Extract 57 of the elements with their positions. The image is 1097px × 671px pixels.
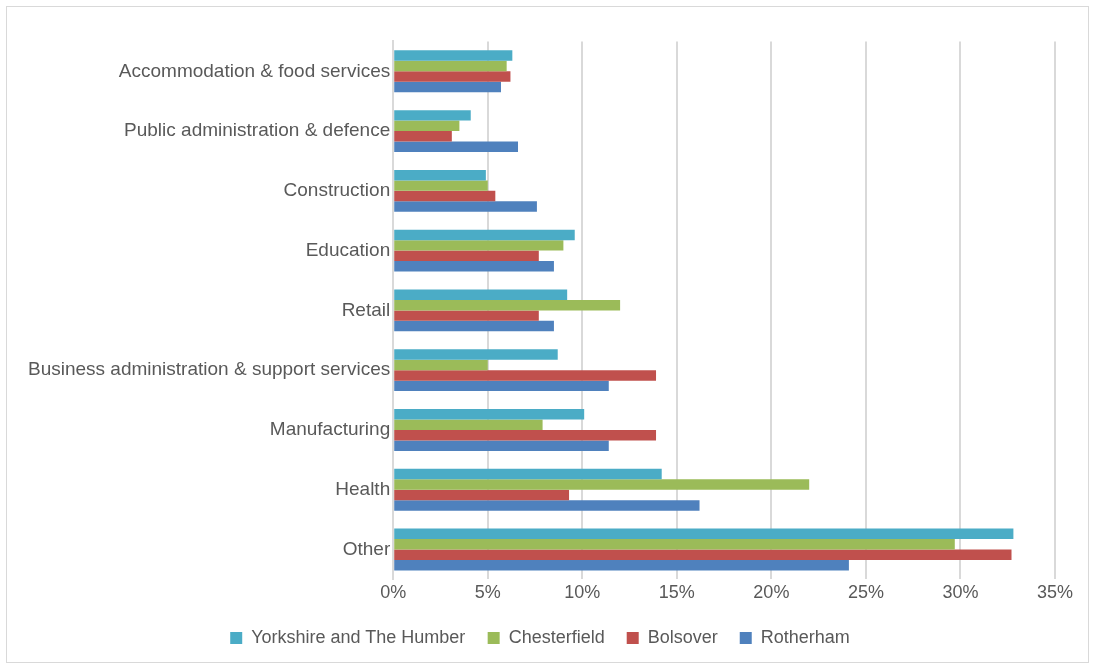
bar bbox=[394, 229, 575, 241]
y-tick-label: Retail bbox=[341, 298, 391, 320]
bar bbox=[394, 429, 657, 441]
bar bbox=[394, 310, 539, 321]
bar bbox=[394, 141, 519, 152]
bar bbox=[394, 289, 568, 300]
x-tick-label: 30% bbox=[942, 582, 979, 603]
x-tick-label: 10% bbox=[564, 582, 601, 603]
bar bbox=[394, 131, 452, 142]
bar bbox=[394, 240, 564, 251]
bar bbox=[394, 110, 471, 121]
bar bbox=[394, 60, 507, 72]
x-tick-label: 20% bbox=[753, 582, 790, 603]
bar bbox=[394, 370, 657, 381]
bar bbox=[394, 120, 460, 132]
bar bbox=[394, 380, 609, 392]
y-tick-label: Health bbox=[335, 477, 391, 499]
bar bbox=[394, 468, 662, 480]
bar bbox=[394, 320, 554, 332]
bar bbox=[394, 440, 609, 451]
bar bbox=[394, 500, 700, 511]
y-tick-label: Accommodation & food services bbox=[118, 59, 391, 81]
legend-label: Bolsover bbox=[647, 626, 718, 647]
x-tick-label: 25% bbox=[847, 582, 884, 603]
x-tick-label: 15% bbox=[658, 582, 695, 603]
bar bbox=[394, 359, 488, 371]
bar bbox=[394, 50, 513, 61]
bar bbox=[394, 190, 496, 202]
bar bbox=[394, 559, 849, 571]
bar bbox=[394, 549, 1012, 560]
x-tick-label: 35% bbox=[1036, 582, 1074, 603]
bar bbox=[394, 539, 955, 550]
y-tick-label: Other bbox=[342, 537, 391, 559]
y-tick-label: Business administration & support services bbox=[28, 358, 391, 380]
legend-label: Rotherham bbox=[760, 626, 850, 647]
y-tick-label: Manufacturing bbox=[269, 418, 391, 440]
x-tick-label: 0% bbox=[380, 582, 407, 603]
bar bbox=[394, 489, 570, 501]
bar bbox=[394, 81, 501, 93]
bar bbox=[394, 528, 1014, 540]
bar bbox=[394, 201, 537, 212]
legend-label: Yorkshire and The Humber bbox=[251, 626, 466, 647]
bar bbox=[394, 479, 810, 490]
bar bbox=[394, 409, 585, 420]
bar bbox=[394, 169, 486, 181]
bar bbox=[394, 419, 543, 430]
y-tick-label: Public administration & defence bbox=[124, 119, 391, 141]
legend-label: Chesterfield bbox=[508, 626, 605, 647]
bar bbox=[394, 349, 558, 360]
bar bbox=[394, 250, 539, 262]
y-tick-label: Construction bbox=[283, 179, 391, 201]
y-tick-label: Education bbox=[305, 238, 391, 260]
bar bbox=[394, 180, 488, 191]
bar bbox=[394, 71, 511, 82]
bar bbox=[394, 299, 621, 311]
x-tick-label: 5% bbox=[474, 582, 501, 603]
bar bbox=[394, 261, 554, 272]
